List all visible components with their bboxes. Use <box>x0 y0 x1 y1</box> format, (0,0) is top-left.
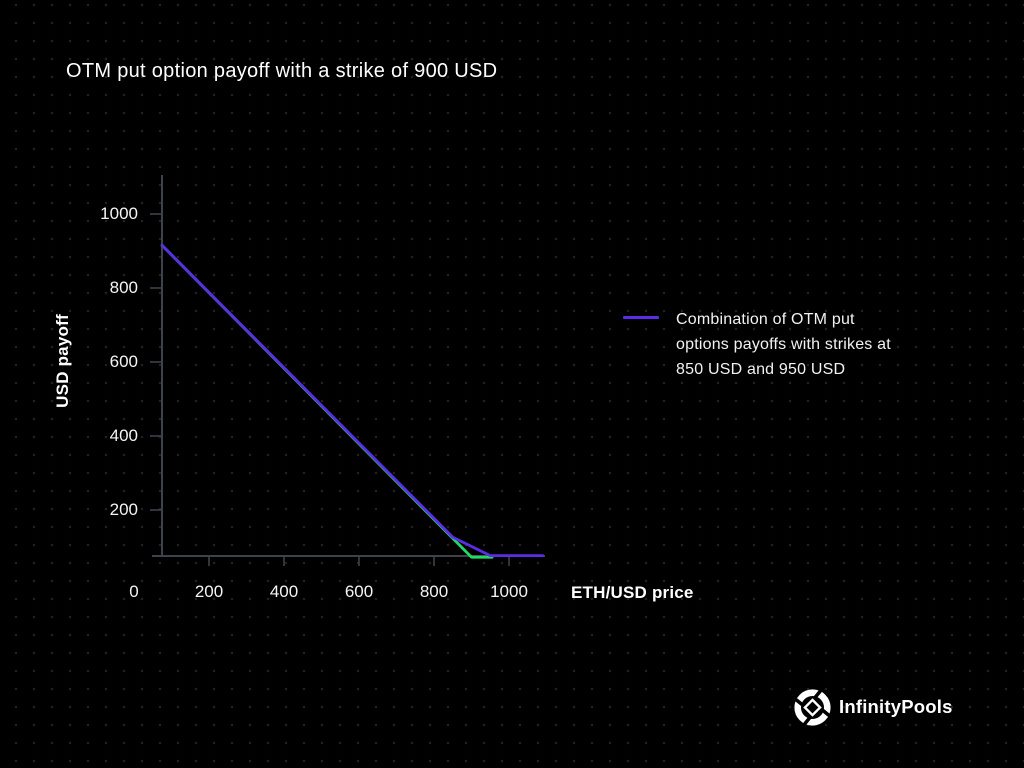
x-tick-label: 800 <box>419 582 449 601</box>
x-tick-label: 200 <box>194 582 224 601</box>
chart-legend: Combination of OTM put options payoffs w… <box>623 307 891 382</box>
brand-name: InfinityPools <box>839 696 953 717</box>
y-axis-title: USD payoff <box>53 314 72 408</box>
series-line-put-900 <box>160 243 494 559</box>
x-axis-title: ETH/USD price <box>571 583 694 602</box>
y-tick-label: 200 <box>109 500 138 519</box>
x-tick-label: 400 <box>269 582 299 601</box>
x-tick-label: 0 <box>129 582 139 601</box>
legend-label: Combination of OTM put options payoffs w… <box>676 311 891 378</box>
x-tick-label: 1000 <box>490 582 528 601</box>
chart-title: OTM put option payoff with a strike of 9… <box>66 60 498 82</box>
brand-logo: InfinityPools <box>794 688 953 726</box>
y-tick-label: 1000 <box>100 204 138 223</box>
y-tick-label: 400 <box>109 426 138 445</box>
pinwheel-logo-icon <box>794 688 831 726</box>
series-line-combination-850-950 <box>160 243 545 557</box>
y-tick-label: 800 <box>109 278 138 297</box>
y-tick-label: 600 <box>109 352 138 371</box>
legend-line-swatch <box>623 316 659 319</box>
x-tick-label: 600 <box>344 582 374 601</box>
